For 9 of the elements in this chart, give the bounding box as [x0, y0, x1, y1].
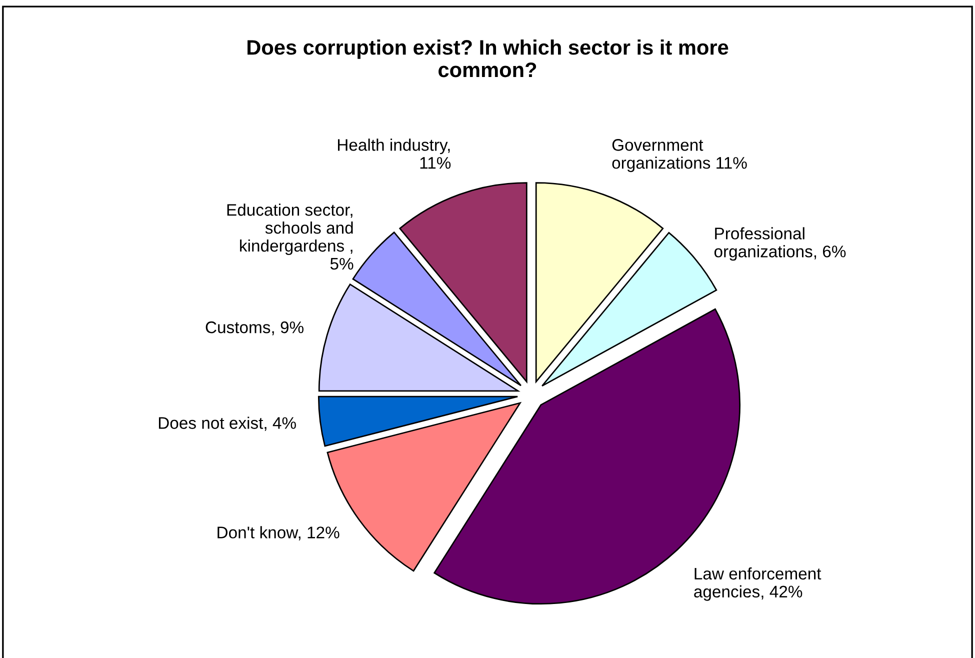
slice-label: Customs, 9%: [206, 321, 304, 336]
slice-label: Does not exist, 4%: [158, 416, 296, 431]
slice-label: Professional organizations, 6%: [714, 227, 846, 261]
slice-label: Government organizations 11%: [612, 139, 747, 172]
chart-title: Does corruption exist? In which sector is it more common?: [248, 39, 728, 78]
slice-label: Law enforcement agencies, 42%: [694, 567, 822, 601]
slice-label: Don't know, 12%: [218, 526, 340, 540]
slice-label: Education sector, schools and kindergardens , 5%: [227, 204, 354, 270]
slice-label: Health industry, 11%: [338, 138, 451, 169]
